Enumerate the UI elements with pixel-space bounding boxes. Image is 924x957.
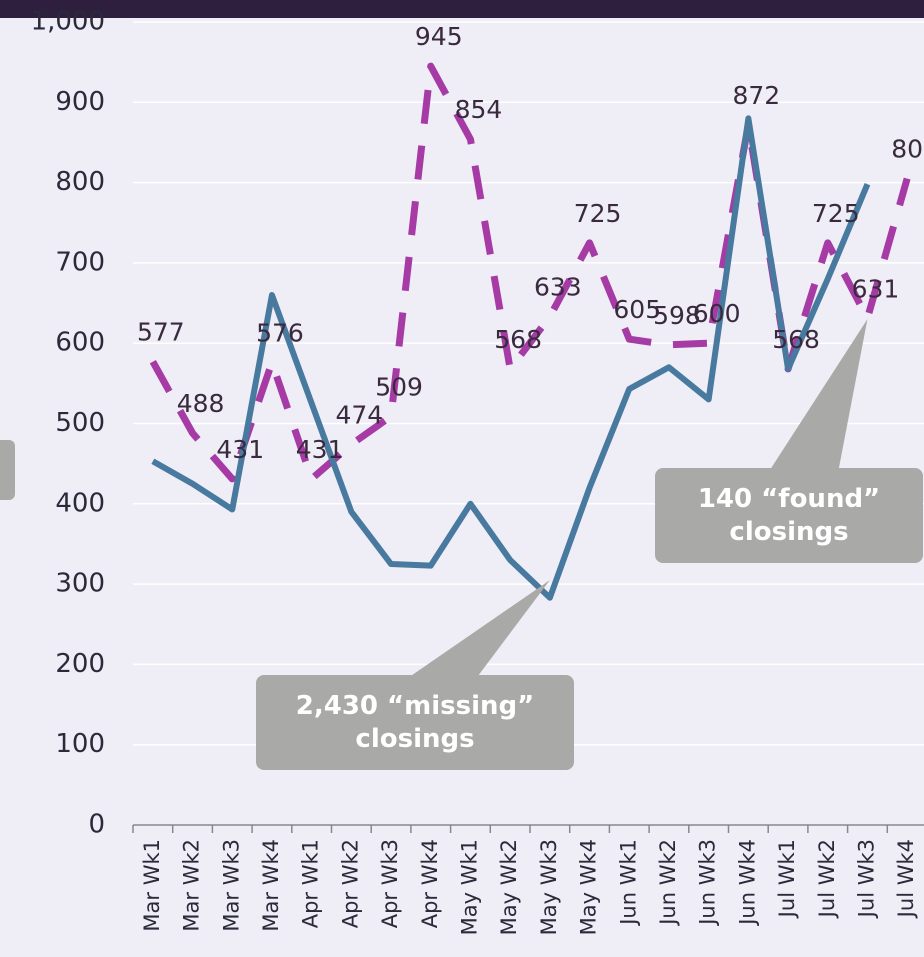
data-label: 598 xyxy=(653,301,701,330)
data-label: 568 xyxy=(494,325,542,354)
data-label: 431 xyxy=(296,435,344,464)
x-tick-label: Jul Wk4 xyxy=(894,839,918,919)
x-tick-label: May Wk4 xyxy=(577,839,601,935)
x-tick-label: Mar Wk4 xyxy=(259,839,283,932)
data-label: 633 xyxy=(534,273,582,302)
data-label: 872 xyxy=(732,81,780,110)
x-tick-label: May Wk2 xyxy=(497,839,521,935)
y-tick-label: 100 xyxy=(55,729,105,759)
callout: 2,430 “missing” closings xyxy=(256,675,574,770)
y-tick-label: 1,000 xyxy=(31,7,105,37)
x-tick-label: Mar Wk3 xyxy=(219,839,243,932)
y-tick-label: 600 xyxy=(55,328,105,358)
x-tick-label: Apr Wk2 xyxy=(338,839,362,928)
y-tick-label: 900 xyxy=(55,87,105,117)
data-label: 509 xyxy=(375,372,423,401)
x-tick-label: Jun Wk2 xyxy=(656,839,680,927)
callout-pointer xyxy=(404,580,550,680)
y-tick-label: 400 xyxy=(55,488,105,518)
x-tick-label: Jul Wk2 xyxy=(815,839,839,919)
y-tick-label: 700 xyxy=(55,247,105,277)
top-bar xyxy=(0,0,924,18)
x-tick-label: Jun Wk1 xyxy=(616,839,640,927)
x-tick-label: Apr Wk3 xyxy=(378,839,402,928)
data-label: 431 xyxy=(216,435,264,464)
data-label: 854 xyxy=(455,95,503,124)
data-label: 600 xyxy=(693,299,741,328)
callout: 140 “found” closings xyxy=(655,468,923,563)
y-tick-label: 300 xyxy=(55,569,105,599)
callout-pointer xyxy=(767,319,868,473)
series-line xyxy=(151,115,871,601)
x-tick-label: Jun Wk4 xyxy=(735,839,759,927)
x-tick-label: May Wk3 xyxy=(537,839,561,935)
x-tick-label: Jun Wk3 xyxy=(696,839,720,927)
data-label: 725 xyxy=(574,199,622,228)
x-tick-label: Apr Wk4 xyxy=(418,839,442,928)
x-tick-label: Jul Wk1 xyxy=(775,839,799,919)
x-tick-label: Apr Wk1 xyxy=(299,839,323,928)
data-label: 576 xyxy=(256,318,304,347)
y-tick-label: 800 xyxy=(55,167,105,197)
data-label: 725 xyxy=(812,199,860,228)
data-label: 488 xyxy=(177,389,225,418)
x-tick-label: Mar Wk1 xyxy=(140,839,164,932)
data-label: 568 xyxy=(772,325,820,354)
data-label: 805 xyxy=(891,135,924,164)
series-line xyxy=(149,62,911,483)
x-tick-label: Mar Wk2 xyxy=(180,839,204,932)
y-tick-label: 0 xyxy=(88,810,105,840)
data-label: 605 xyxy=(613,295,661,324)
y-tick-label: 200 xyxy=(55,649,105,679)
y-tick-label: 500 xyxy=(55,408,105,438)
data-label: 631 xyxy=(852,274,900,303)
side-box xyxy=(0,440,15,500)
data-label: 474 xyxy=(335,400,383,429)
data-label: 945 xyxy=(415,22,463,51)
x-tick-label: May Wk1 xyxy=(457,839,481,935)
x-tick-label: Jul Wk3 xyxy=(854,839,878,919)
data-label: 577 xyxy=(137,318,185,347)
